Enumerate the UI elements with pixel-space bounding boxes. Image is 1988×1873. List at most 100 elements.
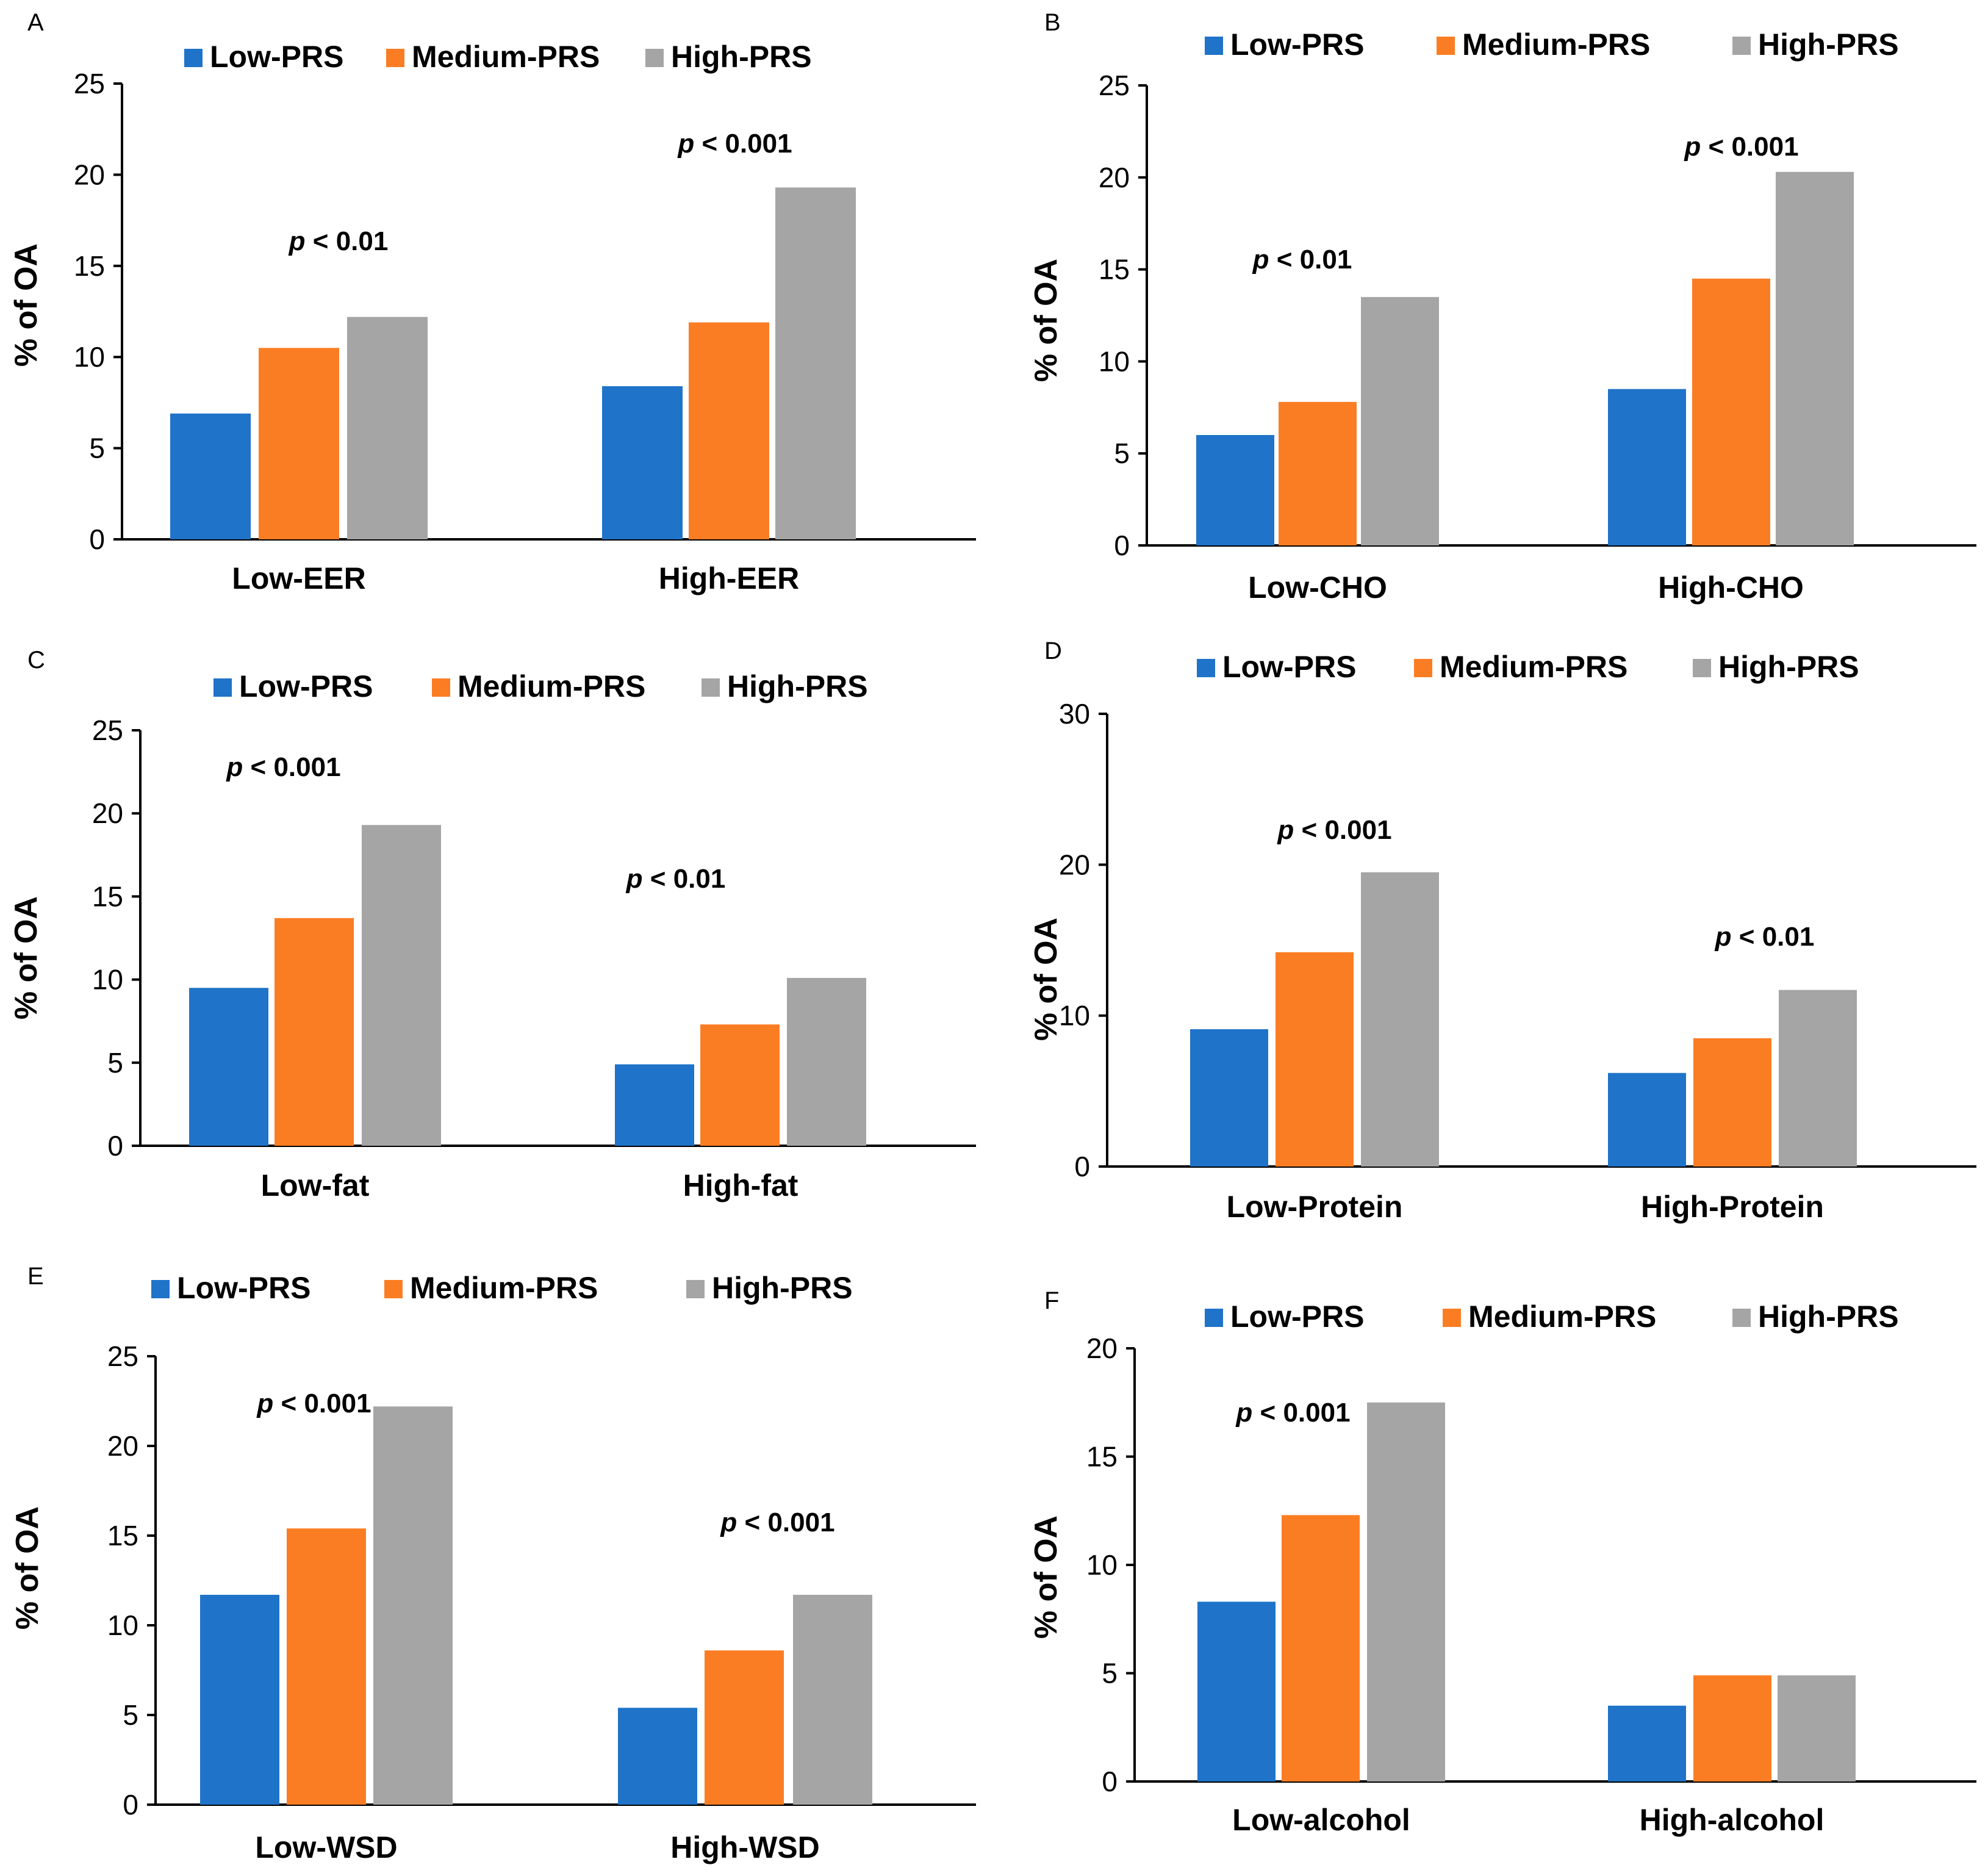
bar-high-fat-low-prs (615, 1064, 694, 1146)
legend-label-high-prs: High-PRS (1758, 27, 1899, 62)
panel-letter: A (27, 9, 44, 36)
legend-label-medium-prs: Medium-PRS (1440, 650, 1627, 684)
y-tick-label: 20 (107, 1430, 138, 1462)
bar-high-cho-medium-prs (1692, 278, 1770, 545)
legend-label-low-prs: Low-PRS (1230, 1300, 1364, 1334)
y-tick-label: 30 (1059, 698, 1090, 730)
y-tick-label: 10 (1086, 1549, 1118, 1581)
legend-label-low-prs: Low-PRS (239, 669, 373, 703)
y-axis-label: % of OA (9, 243, 44, 367)
panel-letter: E (27, 1263, 44, 1290)
bar-low-wsd-medium-prs (287, 1528, 366, 1805)
bar-low-eer-medium-prs (259, 348, 339, 539)
y-tick-label: 15 (1099, 254, 1130, 286)
p-value-annotation-low-fat: p < 0.001 (226, 752, 340, 782)
bar-low-protein-high-prs (1361, 872, 1439, 1167)
bar-high-fat-high-prs (787, 977, 866, 1146)
legend-swatch-medium-prs (386, 49, 404, 67)
panel-letter: D (1044, 638, 1062, 664)
legend-label-medium-prs: Medium-PRS (412, 40, 600, 74)
legend-swatch-high-prs (686, 1280, 705, 1298)
legend-swatch-low-prs (214, 678, 232, 697)
p-value-annotation-low-wsd: p < 0.001 (256, 1389, 371, 1418)
legend-swatch-high-prs (1732, 37, 1751, 55)
bar-low-protein-medium-prs (1276, 952, 1354, 1167)
legend-label-low-prs: Low-PRS (1230, 27, 1364, 62)
bar-low-fat-medium-prs (275, 918, 354, 1146)
panel-b: B Low-PRS Medium-PRS High-PRS % of OA 0 5 10 15 2… (1028, 9, 1976, 605)
y-tick-label: 5 (107, 1047, 123, 1079)
legend-swatch-high-prs (702, 678, 720, 697)
category-label-high-eer: High-EER (659, 561, 800, 595)
bar-high-eer-medium-prs (689, 322, 769, 539)
legend-label-low-prs: Low-PRS (1222, 650, 1356, 684)
legend-swatch-low-prs (1205, 37, 1223, 55)
legend-swatch-medium-prs (1414, 659, 1432, 677)
p-value-annotation-high-fat: p < 0.01 (626, 864, 726, 894)
bar-low-fat-high-prs (362, 825, 441, 1146)
y-tick-label: 0 (1102, 1766, 1118, 1797)
panel-c: C Low-PRS Medium-PRS High-PRS % of OA 0 5 10 15 2… (9, 647, 976, 1203)
bar-high-wsd-medium-prs (705, 1650, 784, 1805)
y-axis-label: % of OA (1028, 1515, 1064, 1639)
legend-label-high-prs: High-PRS (727, 669, 868, 703)
bar-high-alcohol-high-prs (1778, 1675, 1856, 1781)
legend-label-low-prs: Low-PRS (210, 40, 343, 74)
y-tick-label: 0 (1074, 1151, 1090, 1182)
category-label-high-protein: High-Protein (1641, 1190, 1824, 1224)
legend-swatch-low-prs (1197, 659, 1215, 677)
legend-label-low-prs: Low-PRS (177, 1271, 310, 1305)
y-tick-label: 15 (74, 250, 105, 282)
y-tick-label: 10 (1059, 1000, 1090, 1032)
category-label-high-cho: High-CHO (1658, 570, 1804, 605)
y-axis-label: % of OA (10, 1506, 45, 1630)
p-value-annotation-high-cho: p < 0.001 (1684, 132, 1798, 162)
bar-low-cho-medium-prs (1279, 401, 1357, 545)
y-tick-label: 5 (123, 1699, 138, 1731)
y-tick-label: 25 (1099, 70, 1130, 101)
bar-low-eer-low-prs (170, 413, 251, 539)
legend-swatch-medium-prs (1437, 37, 1455, 55)
y-tick-label: 15 (107, 1520, 138, 1551)
bar-high-cho-high-prs (1776, 171, 1854, 545)
bar-low-cho-high-prs (1361, 297, 1439, 545)
legend-label-high-prs: High-PRS (1718, 650, 1859, 684)
y-tick-label: 10 (107, 1609, 138, 1641)
legend-swatch-low-prs (151, 1280, 170, 1298)
y-tick-label: 5 (1114, 437, 1130, 469)
panel-letter: B (1044, 9, 1061, 36)
bar-low-wsd-high-prs (373, 1406, 453, 1805)
y-tick-label: 20 (1086, 1332, 1118, 1364)
y-tick-label: 0 (1114, 530, 1130, 561)
p-value-annotation-high-wsd: p < 0.001 (720, 1508, 834, 1537)
bar-low-wsd-low-prs (200, 1595, 279, 1805)
category-label-high-wsd: High-WSD (670, 1830, 819, 1864)
p-value-annotation-low-alcohol: p < 0.001 (1235, 1398, 1350, 1428)
y-tick-label: 25 (74, 68, 105, 99)
bar-high-eer-high-prs (775, 187, 856, 539)
bar-high-wsd-low-prs (618, 1708, 697, 1805)
panel-letter: C (27, 647, 45, 674)
category-label-low-eer: Low-EER (232, 561, 365, 595)
y-axis-label: % of OA (1028, 918, 1064, 1041)
legend-swatch-low-prs (184, 49, 203, 67)
legend-swatch-medium-prs (1443, 1309, 1461, 1327)
y-tick-label: 20 (1059, 849, 1090, 880)
bar-low-alcohol-low-prs (1197, 1602, 1276, 1781)
y-tick-label: 25 (107, 1340, 138, 1372)
y-axis-label: % of OA (9, 896, 44, 1019)
bar-high-protein-medium-prs (1693, 1038, 1771, 1167)
legend-swatch-medium-prs (384, 1280, 403, 1298)
bar-high-cho-low-prs (1608, 389, 1686, 545)
legend-swatch-high-prs (1732, 1309, 1751, 1327)
legend-swatch-medium-prs (432, 678, 450, 697)
y-tick-label: 10 (92, 964, 123, 996)
bar-high-protein-low-prs (1608, 1073, 1686, 1167)
panel-f: F Low-PRS Medium-PRS High-PRS % of OA 0 5 10 15 2… (1028, 1287, 1976, 1837)
p-value-annotation-high-protein: p < 0.01 (1715, 922, 1815, 952)
legend-label-medium-prs: Medium-PRS (1462, 27, 1650, 62)
legend-swatch-low-prs (1205, 1309, 1223, 1327)
category-label-high-alcohol: High-alcohol (1640, 1803, 1825, 1837)
legend-label-high-prs: High-PRS (712, 1271, 853, 1305)
